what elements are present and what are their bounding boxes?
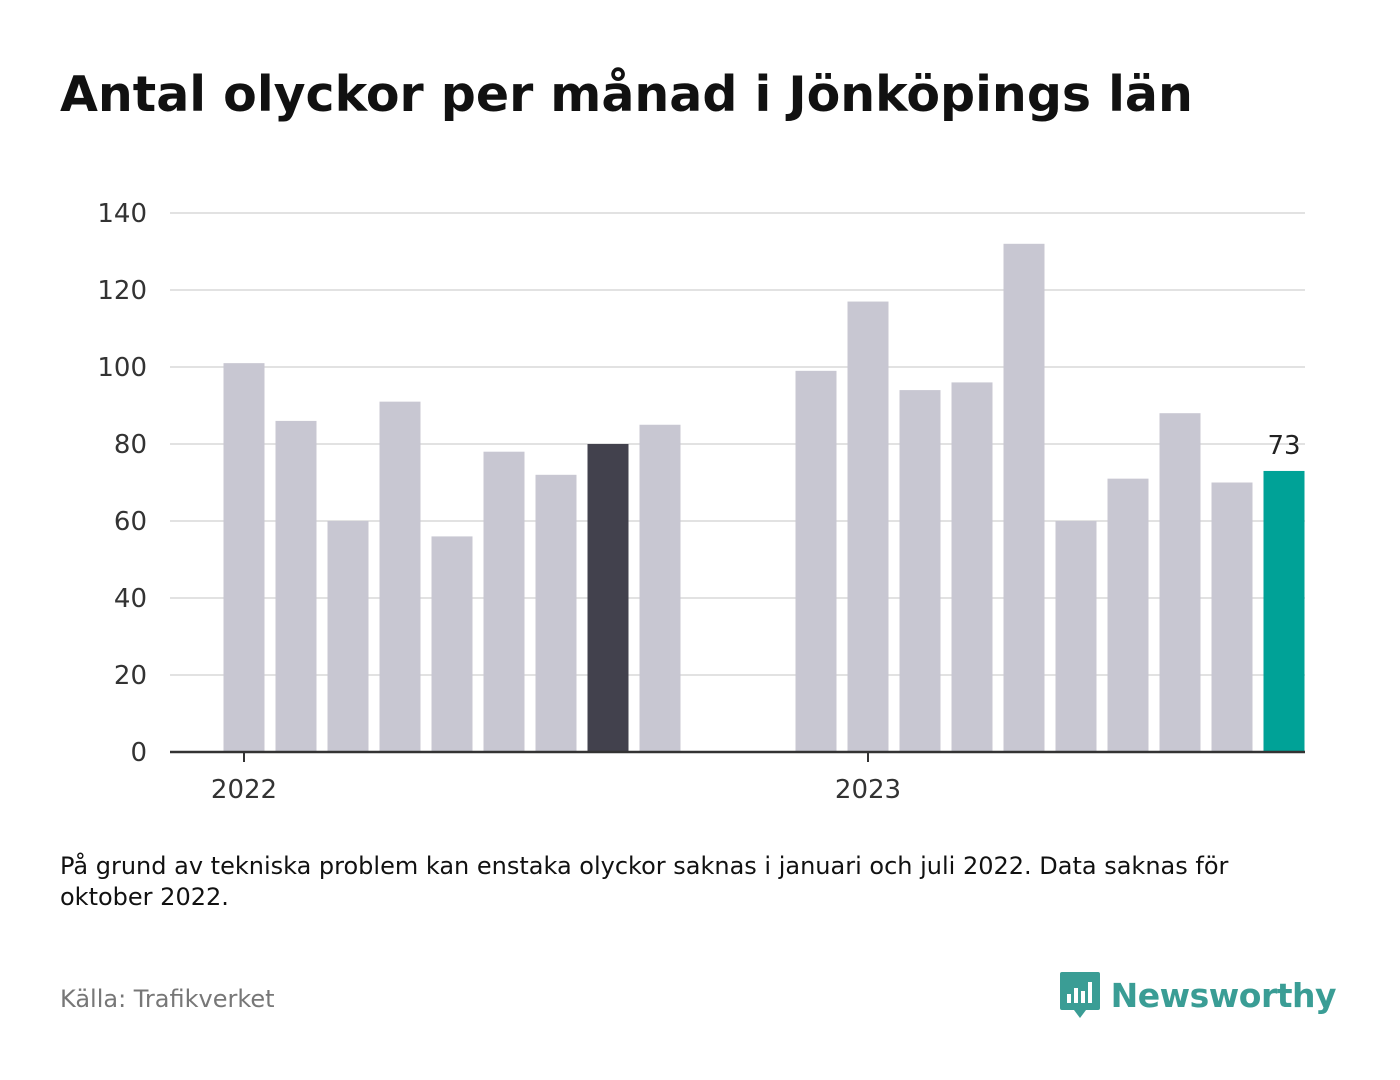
bar-2023-08 xyxy=(1211,482,1253,752)
bar-2023-06 xyxy=(1107,478,1149,752)
y-tick-label: 20 xyxy=(114,661,147,691)
y-tick-label: 0 xyxy=(130,738,147,768)
footnote: På grund av tekniska problem kan enstaka… xyxy=(60,852,1229,911)
brand: Newsworthy xyxy=(1059,970,1337,1020)
bar-2022-09 xyxy=(639,424,681,752)
bar-2022-02 xyxy=(275,420,317,752)
newsworthy-logo-icon xyxy=(1059,972,1100,1018)
y-tick-label: 100 xyxy=(97,353,147,383)
y-tick-label: 80 xyxy=(114,430,147,460)
bar-2022-07 xyxy=(535,474,577,752)
y-tick-label: 60 xyxy=(114,507,147,537)
bar-2023-05 xyxy=(1055,521,1097,752)
bar-2023-01 xyxy=(847,301,889,752)
y-tick-label: 120 xyxy=(97,276,147,306)
data-label: 73 xyxy=(1267,431,1300,461)
y-tick-label: 40 xyxy=(114,584,147,614)
bar-2023-03 xyxy=(951,382,993,752)
bar-2023-02 xyxy=(899,390,941,752)
bar-2023-04 xyxy=(1003,243,1045,753)
chart-title: Antal olyckor per månad i Jönköpings län xyxy=(60,66,1193,123)
bar-2023-07 xyxy=(1159,413,1201,752)
bar-2022-06 xyxy=(483,451,525,752)
bar-2023-09 xyxy=(1263,470,1305,752)
brand-name: Newsworthy xyxy=(1110,975,1337,1015)
bar-2022-04 xyxy=(379,401,421,752)
bar-2022-12 xyxy=(795,370,837,752)
bar-2022-08 xyxy=(587,444,629,752)
bar-2022-05 xyxy=(431,536,473,752)
y-tick-label: 140 xyxy=(97,199,147,229)
x-tick-label: 2022 xyxy=(211,775,277,805)
source-label: Källa: Trafikverket xyxy=(60,985,275,1013)
bar-2022-03 xyxy=(327,521,369,752)
x-tick-label: 2023 xyxy=(835,775,901,805)
bar-chart: 0 20 40 60 80 100 120 140 2022 2023 73 xyxy=(97,199,1305,805)
bar-2022-01 xyxy=(223,363,265,752)
